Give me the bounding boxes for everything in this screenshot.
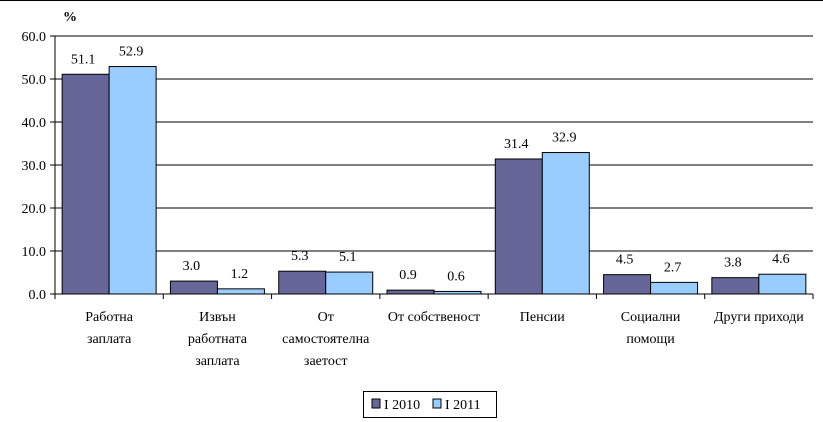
data-label: 2.7 [664, 260, 682, 275]
x-tick-label: Други приходи [714, 310, 804, 325]
bar [711, 277, 760, 295]
bar [494, 158, 543, 295]
y-tick-label: 0.0 [29, 288, 47, 303]
data-label: 0.6 [447, 269, 465, 284]
bar [650, 281, 699, 295]
value-labels: 51.1 52.9 3.0 1.2 5.3 5.1 0.9 0.6 31.4 32.9 4.5 2.7… [71, 45, 790, 285]
y-tick-label: 30.0 [22, 159, 47, 174]
bar [216, 288, 265, 295]
bar [325, 271, 374, 295]
legend-label: I 2010 [384, 398, 420, 413]
data-label: 1.2 [231, 267, 249, 282]
x-tick-label: Извън [199, 310, 236, 325]
y-tick-label: 10.0 [22, 245, 47, 260]
legend-swatch [371, 398, 381, 409]
y-axis-unit-label: % [63, 10, 77, 25]
bar [386, 289, 435, 295]
legend-swatch [432, 398, 442, 409]
data-label: 52.9 [119, 45, 144, 60]
bar [278, 270, 327, 295]
bar [758, 273, 807, 295]
x-axis-labels: Работна заплата Извън работната заплата От сам… [54, 294, 814, 369]
y-tick-label: 20.0 [22, 202, 47, 217]
x-tick-label: От [318, 310, 334, 325]
bar [169, 280, 218, 295]
x-tick-label: От собственост [388, 310, 480, 325]
data-label: 5.1 [339, 250, 357, 265]
legend: I 2010 I 2011 [363, 391, 497, 418]
y-tick-label: 50.0 [22, 73, 47, 88]
y-tick-label: 40.0 [22, 116, 47, 131]
y-axis-ticks: 0.0 10.0 20.0 30.0 40.0 50.0 60.0 [22, 30, 55, 303]
data-label: 5.3 [291, 249, 309, 264]
data-label: 4.5 [616, 253, 634, 268]
data-label: 31.4 [504, 137, 529, 152]
x-tick-label: работната [188, 332, 248, 347]
data-label: 0.9 [399, 268, 417, 283]
legend-label: I 2011 [445, 398, 481, 413]
x-tick-label: Социални [621, 310, 681, 325]
x-tick-label: Пенсии [520, 310, 566, 325]
data-label: 3.8 [724, 256, 742, 271]
bar [603, 274, 652, 295]
x-tick-label: Работна [85, 310, 134, 325]
data-label: 4.6 [772, 252, 790, 267]
x-tick-label: заплата [87, 332, 132, 347]
bar [61, 73, 110, 295]
data-label: 51.1 [71, 52, 96, 67]
bars [61, 66, 807, 295]
data-label: 3.0 [183, 259, 201, 274]
data-label: 32.9 [552, 131, 577, 146]
legend-box [363, 391, 497, 418]
x-tick-label: самостоятелна [282, 332, 370, 347]
axes [54, 36, 813, 295]
bar [108, 66, 157, 295]
x-tick-label: заплата [195, 354, 240, 369]
y-tick-label: 60.0 [22, 30, 47, 45]
bar [541, 152, 590, 295]
x-tick-label: помощи [626, 332, 675, 347]
x-tick-label: заетост [304, 354, 348, 369]
gridlines [55, 35, 813, 252]
